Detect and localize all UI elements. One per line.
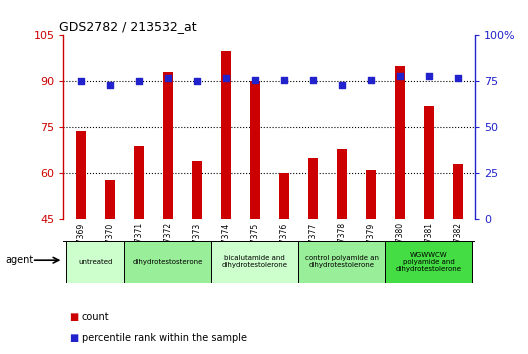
Text: untreated: untreated <box>78 259 112 265</box>
Text: dihydrotestosterone: dihydrotestosterone <box>133 259 203 265</box>
Point <box>251 77 259 82</box>
Bar <box>163 72 173 219</box>
Bar <box>221 51 231 219</box>
Text: GDS2782 / 213532_at: GDS2782 / 213532_at <box>59 20 197 33</box>
Text: control polyamide an
dihydrotestolerone: control polyamide an dihydrotestolerone <box>305 256 379 268</box>
Text: WGWWCW
polyamide and
dihydrotestolerone: WGWWCW polyamide and dihydrotestolerone <box>396 252 462 272</box>
Point <box>222 75 230 81</box>
Text: percentile rank within the sample: percentile rank within the sample <box>82 333 247 343</box>
Bar <box>337 149 347 219</box>
Bar <box>105 179 115 219</box>
Point <box>454 75 462 81</box>
Bar <box>452 164 463 219</box>
Point <box>395 73 404 79</box>
Text: ■: ■ <box>69 312 78 322</box>
Text: count: count <box>82 312 109 322</box>
Point <box>106 82 114 88</box>
Point <box>366 77 375 82</box>
Point <box>308 77 317 82</box>
Point <box>77 79 85 84</box>
Text: agent: agent <box>5 255 34 265</box>
Point <box>193 79 201 84</box>
Bar <box>423 106 434 219</box>
Point <box>135 79 143 84</box>
Point <box>279 77 288 82</box>
Text: bicalutamide and
dihydrotestolerone: bicalutamide and dihydrotestolerone <box>222 256 288 268</box>
Bar <box>279 173 289 219</box>
Bar <box>192 161 202 219</box>
Point <box>164 75 172 81</box>
Bar <box>385 241 473 283</box>
Bar <box>66 241 124 283</box>
Bar <box>298 241 385 283</box>
Bar <box>76 131 86 219</box>
Bar <box>211 241 298 283</box>
Bar <box>134 146 144 219</box>
Bar <box>395 66 405 219</box>
Bar <box>308 158 318 219</box>
Point <box>425 73 433 79</box>
Bar <box>366 170 376 219</box>
Point <box>337 82 346 88</box>
Bar <box>250 81 260 219</box>
Text: ■: ■ <box>69 333 78 343</box>
Bar <box>124 241 211 283</box>
